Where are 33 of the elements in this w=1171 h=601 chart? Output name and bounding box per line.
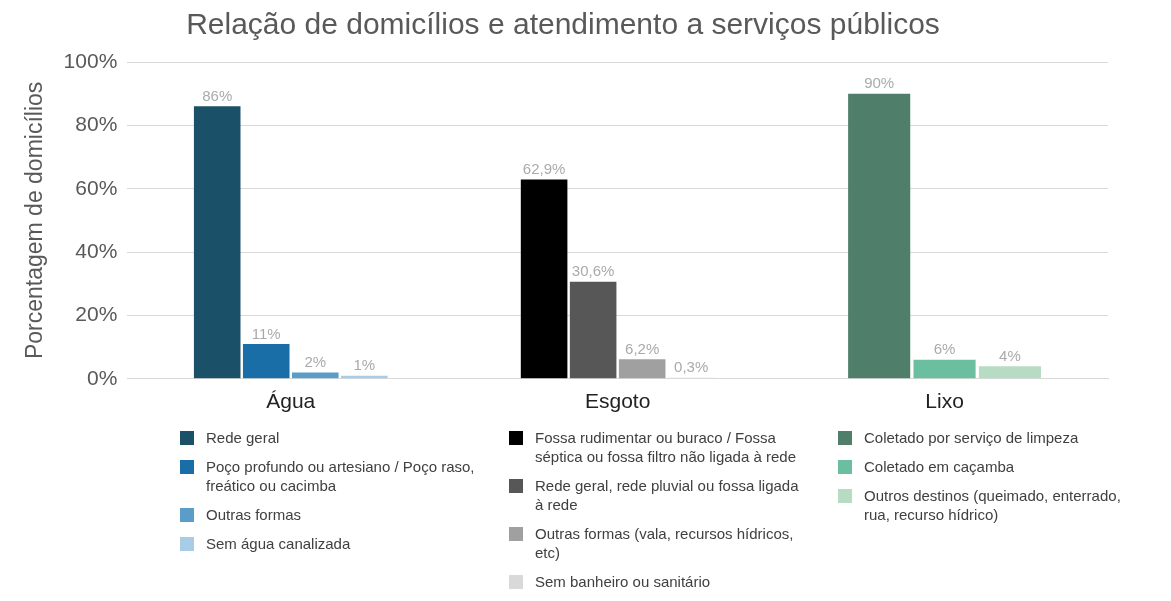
data-label: 4% bbox=[999, 346, 1021, 364]
legend-label: Coletado por serviço de limpeza bbox=[864, 428, 1079, 447]
y-tick-label: 0% bbox=[86, 365, 118, 389]
data-label: 86% bbox=[202, 86, 233, 104]
y-tick-label: 20% bbox=[75, 302, 118, 326]
legend-label: Poço profundo ou artesiano / Poço raso, freático ou cacimba bbox=[206, 457, 476, 495]
y-tick-label: 100% bbox=[63, 48, 118, 72]
data-label: 30,6% bbox=[571, 262, 615, 280]
y-tick-label: 60% bbox=[75, 175, 118, 199]
x-tick-label: Água bbox=[266, 389, 316, 413]
legend-label: Sem água canalizada bbox=[206, 534, 351, 553]
x-tick-label: Lixo bbox=[925, 389, 964, 413]
y-axis-title: Porcentagem de domicílios bbox=[21, 81, 48, 360]
x-tick-label: Esgoto bbox=[584, 389, 651, 413]
legend-label: Rede geral bbox=[206, 428, 280, 447]
y-tick-label: 40% bbox=[75, 238, 118, 262]
data-label: 11% bbox=[251, 324, 281, 342]
data-label: 6% bbox=[933, 340, 956, 358]
data-label: 0,3% bbox=[674, 358, 709, 376]
legend-label: Outras formas (vala, recursos hídricos, etc) bbox=[535, 524, 795, 562]
chart-title: Relação de domicílios e atendimento a serviços públicos bbox=[186, 7, 940, 41]
data-label: 2% bbox=[304, 353, 327, 371]
data-label: 1% bbox=[353, 356, 376, 374]
data-label: 90% bbox=[864, 74, 895, 92]
legend-label: Outras formas bbox=[206, 505, 302, 524]
data-label: 6,2% bbox=[625, 339, 660, 357]
y-tick-label: 80% bbox=[75, 112, 118, 136]
legend-label: Coletado em caçamba bbox=[864, 457, 1015, 476]
legend-label: Outros destinos (queimado, enterrado, rua, recurso hídrico) bbox=[864, 486, 1122, 524]
legend-label: Fossa rudimentar ou buraco / Fossa séptica ou fossa filtro não ligada à rede bbox=[535, 428, 797, 466]
data-label: 62,9% bbox=[522, 160, 566, 178]
legend-label: Rede geral, rede pluvial ou fossa ligada à rede bbox=[535, 476, 800, 514]
legend-label: Sem banheiro ou sanitário bbox=[535, 572, 711, 591]
